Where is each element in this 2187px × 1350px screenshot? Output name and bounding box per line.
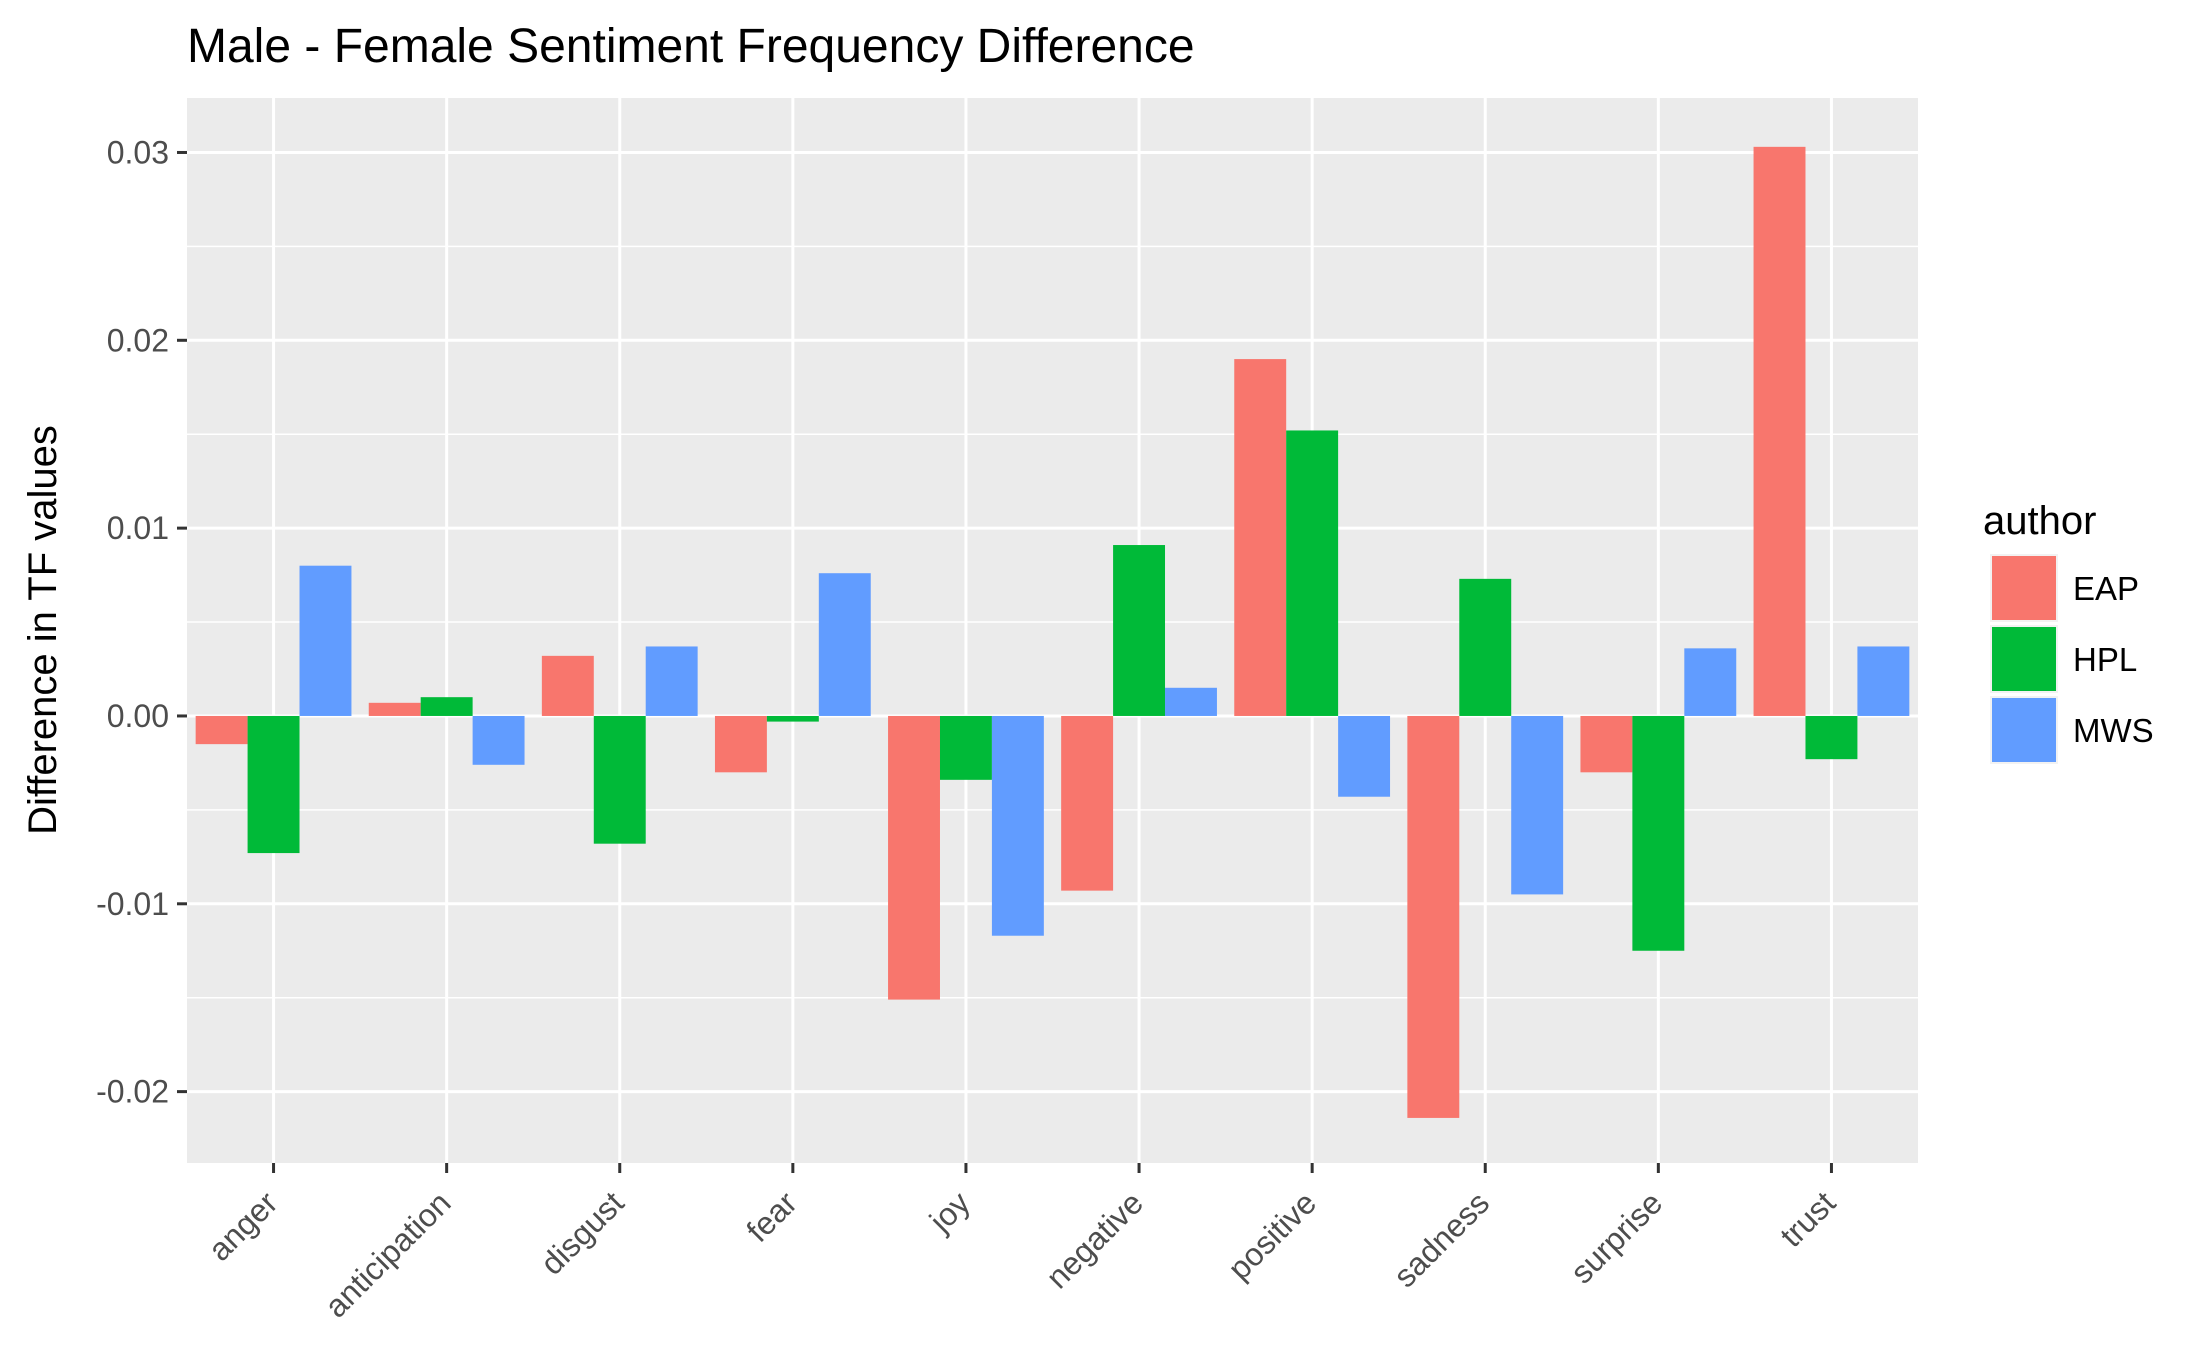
bar-mws-sadness: [1511, 715, 1564, 895]
bar-eap-trust: [1753, 146, 1806, 716]
y-tick-label: 0.02: [107, 322, 169, 358]
x-tick-label: joy: [922, 1184, 977, 1239]
bar-eap-surprise: [1580, 715, 1633, 773]
bar-hpl-negative: [1113, 545, 1166, 716]
bar-eap-disgust: [541, 655, 594, 716]
legend-label-eap: EAP: [2073, 570, 2139, 607]
plot-panel: [187, 98, 1918, 1163]
bars: [195, 146, 1910, 1118]
bar-hpl-sadness: [1459, 578, 1512, 716]
bar-hpl-disgust: [593, 715, 646, 844]
bar-hpl-trust: [1805, 715, 1858, 760]
x-tick-label: sadness: [1386, 1184, 1496, 1294]
x-tick-label: negative: [1039, 1184, 1150, 1295]
legend-label-hpl: HPL: [2073, 641, 2137, 678]
chart-title: Male - Female Sentiment Frequency Differ…: [187, 20, 1195, 73]
x-tick-label: fear: [739, 1184, 804, 1249]
legend-title: author: [1983, 499, 2096, 543]
y-tick-label: -0.01: [96, 886, 169, 922]
bar-mws-joy: [991, 715, 1044, 936]
bar-eap-anger: [195, 715, 248, 745]
x-tick-label: trust: [1773, 1184, 1843, 1254]
bar-hpl-surprise: [1632, 715, 1685, 951]
x-tick-label: anger: [201, 1184, 285, 1268]
y-axis-title: Difference in TF values: [21, 425, 65, 835]
y-axis-ticks: -0.02 -0.01 0.00 0.01 0.02 0.03: [96, 134, 187, 1110]
x-tick-label: positive: [1221, 1184, 1323, 1286]
bar-eap-positive: [1234, 359, 1287, 716]
x-tick-label: anticipation: [318, 1184, 458, 1324]
bar-mws-positive: [1338, 715, 1391, 797]
grid-minor: [187, 245, 1918, 999]
legend-key-hpl: [1992, 627, 2056, 691]
bar-eap-negative: [1061, 715, 1114, 891]
y-tick-label: 0.00: [107, 698, 169, 734]
y-tick-label: -0.02: [96, 1074, 169, 1110]
bar-mws-trust: [1857, 646, 1910, 716]
bar-eap-sadness: [1407, 715, 1460, 1118]
x-tick-label: disgust: [534, 1184, 631, 1281]
bar-hpl-positive: [1286, 430, 1339, 716]
bar-eap-fear: [714, 715, 767, 773]
y-tick-label: 0.03: [107, 134, 169, 170]
legend-label-mws: MWS: [2073, 712, 2154, 749]
bar-mws-anticipation: [472, 715, 525, 765]
legend-key-mws: [1992, 698, 2056, 762]
bar-eap-anticipation: [368, 702, 421, 716]
legend-key-eap: [1992, 556, 2056, 620]
y-tick-label: 0.01: [107, 510, 169, 546]
bar-mws-disgust: [645, 646, 698, 716]
legend: author EAP HPL MWS: [1983, 499, 2154, 764]
bar-mws-anger: [299, 565, 352, 716]
bar-eap-joy: [888, 715, 940, 1000]
x-tick-label: surprise: [1563, 1184, 1669, 1290]
bar-hpl-anger: [247, 715, 300, 854]
bar-mws-fear: [818, 573, 871, 716]
bar-mws-negative: [1165, 687, 1217, 716]
x-axis-ticks: anger anticipation disgust fear joy negative p…: [201, 1163, 1842, 1324]
bar-hpl-fear: [766, 715, 819, 722]
bar-hpl-joy: [939, 715, 992, 780]
bar-mws-surprise: [1684, 648, 1737, 716]
bar-hpl-anticipation: [420, 697, 473, 716]
